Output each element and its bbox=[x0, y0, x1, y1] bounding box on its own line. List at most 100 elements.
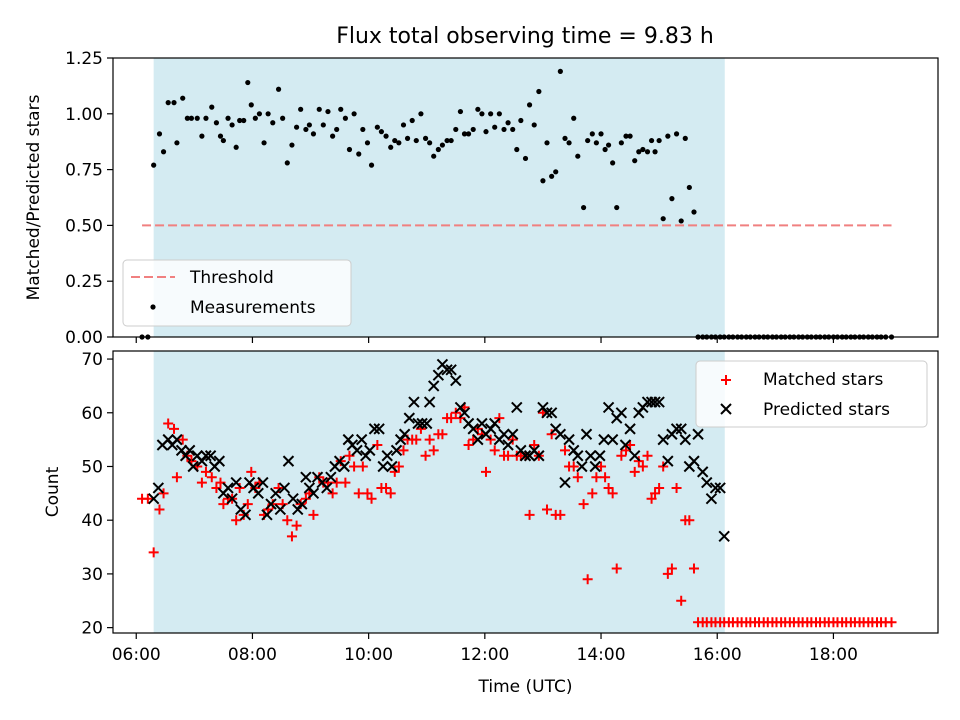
measurement-point bbox=[514, 146, 520, 153]
predicted-star-point bbox=[423, 396, 436, 408]
measurement-point bbox=[188, 115, 195, 121]
matched-star-point bbox=[485, 434, 496, 445]
matched-star-point bbox=[642, 450, 653, 461]
matched-star-point bbox=[148, 547, 159, 558]
matched-star-point bbox=[177, 434, 188, 445]
predicted-star-point bbox=[338, 460, 350, 473]
measurement-point bbox=[431, 153, 437, 159]
predicted-star-point bbox=[408, 396, 420, 408]
predicted-star-point bbox=[200, 450, 212, 462]
predicted-star-point bbox=[441, 364, 453, 376]
measurement-point bbox=[544, 140, 550, 146]
predicted-star-point bbox=[432, 369, 445, 381]
predicted-star-point bbox=[559, 476, 571, 489]
measurements-series bbox=[139, 68, 895, 340]
measurement-point bbox=[261, 140, 267, 146]
measurement-point bbox=[325, 108, 331, 115]
measurement-point bbox=[151, 162, 157, 168]
measurement-point bbox=[518, 117, 524, 124]
predicted-stars-series bbox=[147, 358, 730, 543]
matched-star-point bbox=[658, 461, 669, 472]
measurement-point bbox=[593, 140, 599, 146]
predicted-star-point bbox=[355, 433, 368, 446]
measurement-point bbox=[303, 126, 309, 133]
predicted-star-point bbox=[368, 423, 381, 435]
measurement-point bbox=[496, 111, 502, 117]
measurement-point bbox=[388, 144, 394, 150]
predicted-star-point bbox=[390, 444, 403, 457]
measurement-point bbox=[557, 68, 563, 74]
measurement-point bbox=[691, 209, 697, 215]
bottom-x-axis: 06:00 08:00 10:00 12:00 14:00 16:00 18:00 bbox=[112, 633, 858, 665]
predicted-star-point bbox=[287, 493, 299, 505]
measurement-point bbox=[553, 169, 559, 175]
matched-star-point bbox=[428, 445, 439, 456]
matched-star-point bbox=[555, 509, 566, 520]
predicted-star-point bbox=[533, 450, 545, 462]
predicted-star-point bbox=[265, 498, 277, 510]
measurement-point bbox=[360, 126, 366, 133]
predicted-star-point bbox=[381, 450, 393, 462]
bottom-plot-frame bbox=[112, 350, 939, 634]
matched-star-point bbox=[420, 450, 431, 461]
predicted-star-point bbox=[675, 423, 687, 435]
predicted-star-point bbox=[252, 487, 264, 500]
measurement-point bbox=[585, 137, 591, 144]
measurement-point bbox=[364, 140, 371, 146]
measurement-point bbox=[605, 142, 612, 148]
matched-star-point bbox=[282, 515, 293, 526]
matched-star-point bbox=[437, 429, 448, 440]
predicted-star-point bbox=[421, 417, 433, 430]
measurement-point bbox=[580, 204, 587, 211]
measurement-point bbox=[510, 126, 516, 133]
predicted-star-point bbox=[412, 417, 424, 430]
predicted-star-point bbox=[657, 433, 669, 446]
bottom-y-axis: 20 30 40 50 60 70 bbox=[81, 350, 113, 639]
measurement-point bbox=[444, 137, 450, 144]
matched-star-point bbox=[596, 461, 607, 472]
top-y-axis-label: Matched/Predicted stars bbox=[24, 94, 44, 300]
predicted-star-point bbox=[321, 482, 333, 494]
predicted-star-point bbox=[709, 482, 722, 494]
matched-star-point bbox=[578, 499, 589, 510]
legend-matched-swatch bbox=[721, 375, 731, 385]
x-tick-label: 16:00 bbox=[693, 645, 742, 665]
measurement-point bbox=[598, 131, 604, 137]
y-tick-label: 0.25 bbox=[65, 272, 103, 292]
y-tick-label: 0.00 bbox=[65, 328, 103, 348]
measurement-point bbox=[627, 133, 633, 139]
predicted-star-point bbox=[274, 503, 287, 516]
predicted-star-point bbox=[472, 433, 484, 446]
predicted-star-point bbox=[230, 476, 242, 489]
measurement-point bbox=[316, 106, 322, 112]
measurement-point bbox=[229, 122, 235, 128]
matched-star-point bbox=[611, 563, 622, 574]
predicted-star-point bbox=[386, 460, 398, 473]
matched-star-point bbox=[886, 617, 897, 628]
measurement-point bbox=[383, 133, 389, 139]
measurement-point bbox=[644, 149, 651, 155]
legend-matched-label: Matched stars bbox=[763, 370, 883, 390]
predicted-star-point bbox=[147, 493, 160, 505]
matched-star-point bbox=[169, 423, 180, 434]
matched-star-point bbox=[353, 488, 364, 499]
matched-star-point bbox=[211, 482, 222, 493]
measurement-point bbox=[160, 149, 167, 155]
predicted-star-point bbox=[296, 498, 308, 510]
measurement-point bbox=[275, 86, 282, 92]
measurement-point bbox=[180, 95, 186, 101]
matched-star-point bbox=[231, 515, 242, 526]
x-tick-label: 12:00 bbox=[460, 645, 509, 665]
predicted-star-point bbox=[213, 455, 226, 467]
measurement-point bbox=[656, 137, 662, 144]
measurement-point bbox=[306, 122, 312, 128]
measurement-point bbox=[342, 115, 348, 121]
predicted-star-point bbox=[261, 509, 273, 521]
measurement-point bbox=[356, 151, 362, 157]
measurement-point bbox=[448, 137, 454, 144]
measurement-point bbox=[536, 88, 542, 95]
matched-star-point bbox=[291, 520, 302, 531]
measurement-point bbox=[540, 178, 546, 184]
measurement-point bbox=[174, 140, 180, 146]
measurement-point bbox=[374, 124, 380, 130]
